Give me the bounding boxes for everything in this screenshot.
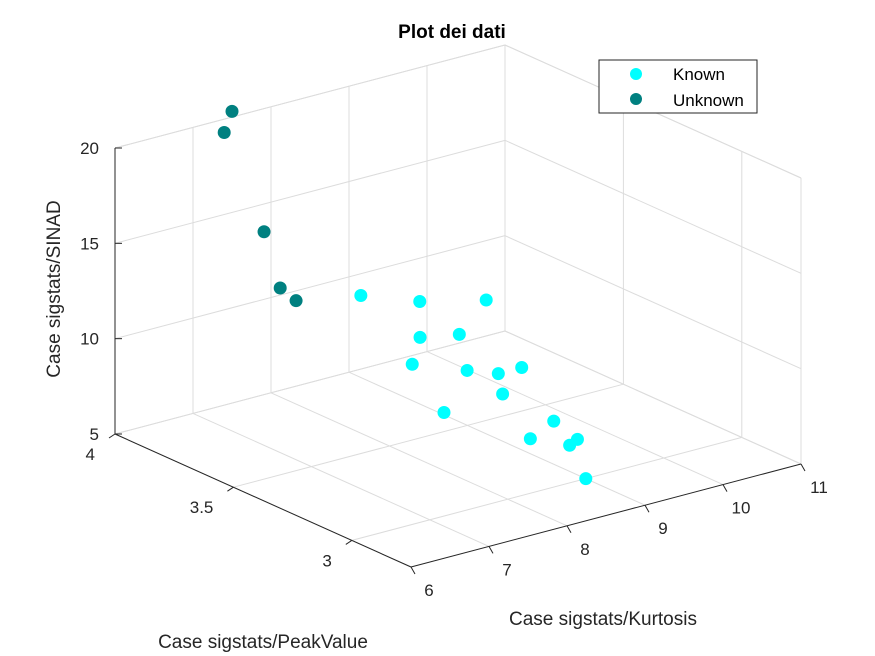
data-point-known — [452, 327, 466, 341]
x-tick-mark — [566, 525, 572, 534]
data-point-unknown — [273, 281, 287, 295]
grid-line-sidewall-z — [504, 139, 802, 274]
data-points — [217, 104, 593, 486]
axes — [114, 148, 802, 568]
x-tick-label: 7 — [502, 560, 511, 579]
x-tick-mark — [722, 484, 728, 492]
data-point-known — [460, 363, 474, 377]
legend-label-known: Known — [673, 65, 725, 84]
data-point-known — [437, 406, 451, 420]
y-tick-mark — [108, 433, 116, 439]
x-tick-mark — [410, 566, 416, 575]
grid-lines — [114, 44, 802, 568]
grid-line-sidewall-z — [504, 330, 802, 465]
legend-label-unknown: Unknown — [673, 91, 744, 110]
data-point-known — [515, 360, 529, 374]
data-point-known — [523, 432, 537, 446]
grid-line-floor-x — [426, 351, 724, 486]
data-point-known — [491, 367, 505, 381]
grid-line-backwall-z — [114, 235, 506, 340]
y-tick-label: 3.5 — [190, 498, 214, 517]
data-point-unknown — [217, 126, 231, 140]
grid-line-floor-x — [348, 371, 646, 506]
chart-title: Plot dei dati — [398, 22, 506, 43]
x-tick-mark — [488, 546, 494, 554]
legend-marker-known — [630, 68, 642, 80]
grid-line-backwall-z — [114, 330, 506, 435]
data-point-known — [413, 295, 427, 308]
y-tick-mark — [227, 486, 234, 492]
data-point-known — [579, 472, 593, 486]
legend-marker-unknown — [630, 93, 642, 105]
x-tick-label: 6 — [424, 581, 433, 600]
tick-marks — [108, 147, 806, 575]
data-point-unknown — [289, 294, 303, 308]
data-point-known — [547, 414, 561, 428]
data-point-known — [405, 357, 419, 371]
data-point-known — [354, 289, 368, 303]
data-point-known — [413, 330, 427, 344]
y-axis-line — [114, 433, 412, 568]
x-axis-line — [410, 463, 802, 568]
y-tick-mark — [345, 539, 353, 545]
y-tick-label: 3 — [322, 551, 331, 570]
data-point-known — [563, 438, 577, 452]
tick-labels: 6 7 8 9 10 11 3 3.5 45 10 15 20 — [80, 139, 828, 600]
x-tick-label: 10 — [732, 499, 751, 518]
x-tick-mark — [800, 463, 806, 472]
x-tick-label: 8 — [580, 540, 589, 559]
legend: Known Unknown — [598, 59, 758, 114]
data-point-unknown — [225, 104, 239, 118]
z-tick-label: 20 — [80, 139, 99, 158]
y-tick-label: 4 — [86, 445, 95, 464]
x-axis-label: Case sigstats/Kurtosis — [509, 609, 697, 630]
z-axis-label: Case sigstats/SINAD — [44, 200, 65, 377]
grid-line-floor-y — [351, 436, 742, 541]
legend-box — [598, 59, 758, 114]
x-tick-label: 11 — [810, 478, 828, 497]
y-axis-label: Case sigstats/PeakValue — [158, 632, 368, 653]
x-tick-mark — [644, 504, 650, 513]
grid-line-backwall-z — [114, 139, 506, 244]
grid-line-floor-x — [192, 412, 490, 547]
z-tick-label: 10 — [80, 330, 99, 349]
x-tick-label: 9 — [658, 519, 667, 538]
data-point-unknown — [257, 225, 271, 239]
data-point-known — [479, 293, 493, 307]
grid-line-sidewall-z — [504, 235, 802, 370]
box-edge — [114, 44, 506, 149]
data-point-known — [496, 387, 510, 401]
z-tick-label: 5 — [90, 425, 99, 444]
grid-line-floor-y — [233, 383, 624, 488]
grid-line-floor-x — [270, 392, 568, 527]
z-tick-label: 15 — [80, 234, 99, 253]
